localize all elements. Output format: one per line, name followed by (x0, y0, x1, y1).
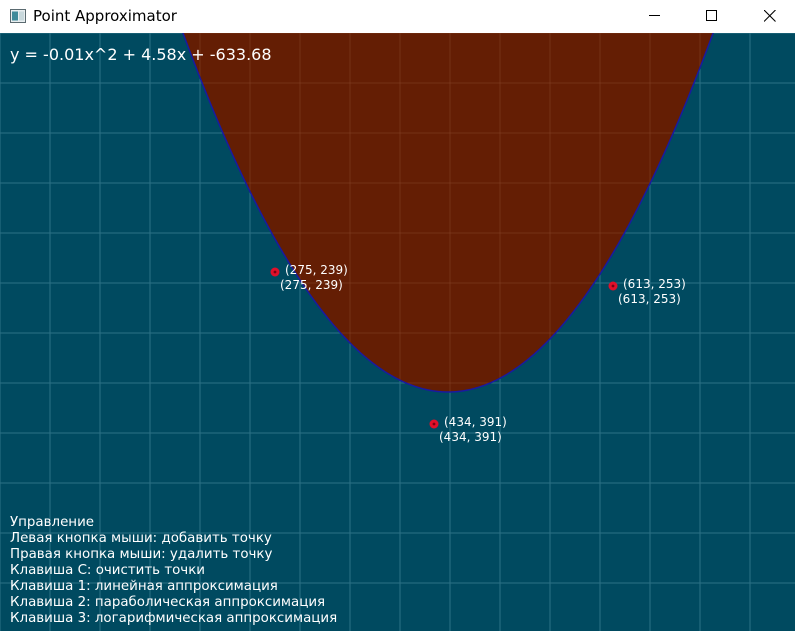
minimize-icon (649, 15, 660, 16)
data-point-center (273, 270, 277, 274)
data-point-center (611, 284, 615, 288)
data-point-center (432, 422, 436, 426)
title-bar: Point Approximator (0, 0, 795, 33)
maximize-icon (706, 10, 717, 21)
points-layer: (275, 239)(275, 239) (434, 391)(434, 391)… (270, 263, 686, 444)
help-line: Клавиша C: очистить точки (10, 563, 206, 578)
help-panel: Управление Левая кнопка мыши: добавить т… (10, 515, 337, 627)
help-line: Клавиша 2: параболическая аппроксимация (10, 595, 326, 610)
help-line: Клавиша 3: логарифмическая аппроксимация (10, 611, 338, 626)
help-line: Левая кнопка мыши: добавить точку (10, 531, 272, 546)
minimize-button[interactable] (626, 0, 684, 33)
approximation-curve (182, 33, 714, 393)
point-label: (613, 253) (623, 277, 686, 291)
window-title: Point Approximator (33, 7, 177, 25)
equation-text: y = -0.01x^2 + 4.58x + -633.68 (10, 45, 272, 64)
point-label-secondary: (434, 391) (439, 430, 502, 444)
help-heading: Управление (10, 515, 95, 530)
point-label-secondary: (275, 239) (280, 278, 343, 292)
point-label-secondary: (613, 253) (618, 292, 681, 306)
help-line: Правая кнопка мыши: удалить точку (10, 547, 273, 562)
plot-canvas[interactable]: (275, 239) (275, 239) (434, 391) (434, 391)… (0, 33, 795, 631)
point-label: (434, 391) (444, 415, 507, 429)
point-label: (275, 239) (285, 263, 348, 277)
close-button[interactable] (741, 0, 795, 33)
maximize-button[interactable] (683, 0, 741, 33)
close-icon (764, 10, 776, 22)
help-line: Клавиша 1: линейная аппроксимация (10, 579, 278, 594)
app-window-icon (10, 9, 26, 23)
